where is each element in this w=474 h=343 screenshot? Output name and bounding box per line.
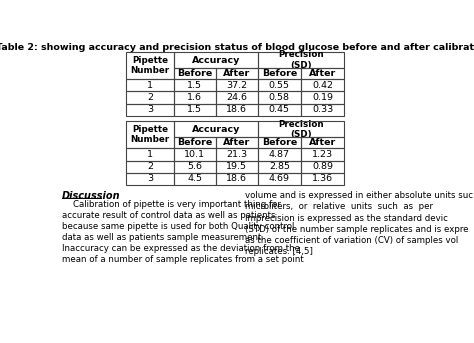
Bar [301,79,345,91]
Bar [216,68,258,79]
Bar [216,79,258,91]
Bar [258,104,301,116]
Bar [301,148,345,161]
Text: 1.6: 1.6 [187,93,202,102]
Text: 1.5: 1.5 [187,105,202,114]
Text: 2: 2 [147,162,153,171]
Text: 0.19: 0.19 [312,93,333,102]
Text: 4.69: 4.69 [269,175,290,184]
Bar [174,68,216,79]
Bar [174,173,216,185]
Text: 0.89: 0.89 [312,162,333,171]
Text: Before: Before [177,138,212,147]
Text: Calibration of pipette is very important thing for
accurate result of control da: Calibration of pipette is very important… [62,200,303,264]
Bar [301,173,345,185]
Text: Precision
(SD): Precision (SD) [278,50,324,70]
Bar [216,148,258,161]
Text: 3: 3 [147,175,153,184]
Text: 1.36: 1.36 [312,175,333,184]
Text: Discussion: Discussion [62,191,120,201]
Bar [258,91,301,104]
Bar [126,121,174,148]
Text: 1: 1 [147,150,153,159]
Bar [301,161,345,173]
Text: 2.85: 2.85 [269,162,290,171]
Bar [174,104,216,116]
Text: 37.2: 37.2 [226,81,247,90]
Text: 1.23: 1.23 [312,150,333,159]
Text: 10.1: 10.1 [184,150,205,159]
Text: 21.3: 21.3 [226,150,247,159]
Text: Before: Before [262,138,297,147]
Text: After: After [309,138,337,147]
Bar [126,161,174,173]
Bar [258,121,345,138]
Text: 0.45: 0.45 [269,105,290,114]
Bar [126,173,174,185]
Bar [216,104,258,116]
Bar [258,148,301,161]
Bar [174,148,216,161]
Text: 0.42: 0.42 [312,81,333,90]
Bar [301,91,345,104]
Text: 4.5: 4.5 [187,175,202,184]
Text: 0.55: 0.55 [269,81,290,90]
Text: Before: Before [262,69,297,78]
Text: After: After [223,69,250,78]
Text: Table 2: showing accuracy and precision status of blood glucose before and after: Table 2: showing accuracy and precision … [0,44,474,52]
Bar [174,121,258,138]
Bar [258,68,301,79]
Bar [216,173,258,185]
Bar [174,161,216,173]
Text: After: After [309,69,337,78]
Bar [126,148,174,161]
Text: 1: 1 [147,81,153,90]
Bar [126,52,174,79]
Bar [174,79,216,91]
Bar [174,138,216,148]
Text: 3: 3 [147,105,153,114]
Bar [258,52,345,68]
Text: 4.87: 4.87 [269,150,290,159]
Text: Before: Before [177,69,212,78]
Bar [216,138,258,148]
Bar [216,161,258,173]
Text: 5.6: 5.6 [187,162,202,171]
Text: Precision
(SD): Precision (SD) [278,120,324,139]
Bar [174,52,258,68]
Bar [301,138,345,148]
Bar [301,104,345,116]
Bar [126,104,174,116]
Bar [301,68,345,79]
Text: 0.58: 0.58 [269,93,290,102]
Text: 19.5: 19.5 [226,162,247,171]
Text: Accuracy: Accuracy [191,125,240,134]
Text: Accuracy: Accuracy [191,56,240,64]
Text: 0.33: 0.33 [312,105,333,114]
Text: Pipette
Number: Pipette Number [130,56,170,75]
Bar [258,138,301,148]
Text: 18.6: 18.6 [226,175,247,184]
Text: Pipette
Number: Pipette Number [130,125,170,144]
Bar [126,91,174,104]
Bar [258,79,301,91]
Bar [258,173,301,185]
Bar [126,79,174,91]
Text: volume and is expressed in either absolute units suc
microliters,  or  relative : volume and is expressed in either absolu… [245,191,473,256]
Bar [216,91,258,104]
Bar [258,161,301,173]
Text: 1.5: 1.5 [187,81,202,90]
Bar [174,91,216,104]
Text: 2: 2 [147,93,153,102]
Text: 18.6: 18.6 [226,105,247,114]
Text: After: After [223,138,250,147]
Text: 24.6: 24.6 [226,93,247,102]
